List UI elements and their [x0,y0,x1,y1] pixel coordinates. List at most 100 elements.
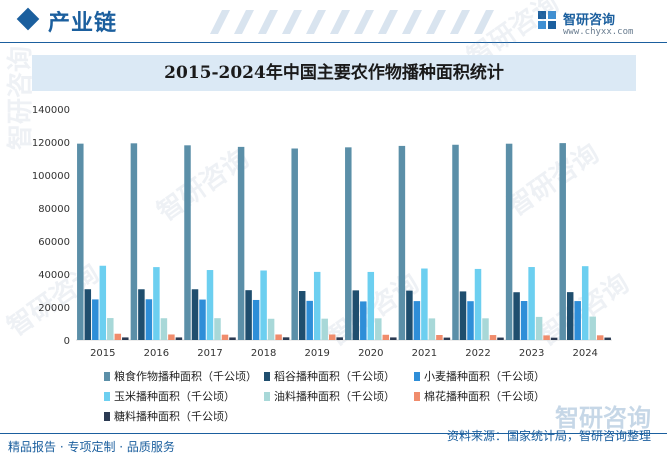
x-tick-label: 2020 [358,348,383,359]
bar [559,143,566,340]
legend-swatch [104,372,110,381]
bar [260,270,267,340]
legend-label: 油料播种面积（千公顷） [274,390,395,403]
bar [214,318,221,340]
bar [138,289,145,340]
bar [550,337,558,340]
legend-swatch [414,392,420,401]
legend-swatch [264,392,270,401]
legend-item: 糖料播种面积（千公顷） [104,408,235,426]
bar [267,318,275,340]
x-tick-label: 2024 [572,348,597,359]
bar [406,290,413,340]
legend-label: 粮食作物播种面积（千公顷） [114,370,257,383]
bar-chart: 0 20000 40000 60000 80000 100000 120000 140000 2… [32,105,612,359]
bar [367,271,375,340]
bar [275,334,282,340]
x-tick-label: 2015 [90,348,115,359]
bar [199,299,206,340]
bar [298,291,306,340]
bar [191,289,199,340]
bar [153,267,160,340]
bar [321,318,328,340]
bar [237,146,245,340]
bar [352,290,360,340]
bar [436,335,443,340]
stripes-decoration [210,10,494,34]
bar [245,290,252,340]
legend-swatch [104,392,110,401]
bar [336,337,343,340]
bar [390,337,397,340]
bar [459,291,467,340]
footer-brand-watermark: 智研咨询 [555,404,651,432]
y-tick-label: 80000 [38,204,70,215]
y-tick-label: 20000 [38,303,70,314]
bar [474,268,482,340]
bar [313,271,321,340]
legend-item: 粮食作物播种面积（千公顷） [104,368,257,386]
y-tick-label: 0 [64,336,70,347]
legend-item: 稻谷播种面积（千公顷） [264,368,395,386]
header-divider [0,42,667,43]
y-tick-label: 100000 [32,171,70,182]
bar [520,301,528,340]
header-title: 产业链 [48,11,118,36]
legend-item: 油料播种面积（千公顷） [264,388,395,406]
bar [221,334,229,340]
legend-label: 稻谷播种面积（千公顷） [274,370,395,383]
bar [596,335,604,340]
y-tick-label: 140000 [32,105,70,116]
bar [443,337,451,340]
bar [252,299,260,340]
x-tick-label: 2022 [465,348,490,359]
bar [345,147,352,340]
bar [92,299,99,340]
bar [291,148,298,340]
bar [528,267,535,340]
bar [505,143,513,340]
legend-label: 糖料播种面积（千公顷） [114,410,235,423]
bar [489,335,497,340]
bar [77,143,84,340]
y-tick-label: 60000 [38,237,70,248]
source-text: 资料来源：国家统计局，智研咨询整理 [446,429,651,443]
x-tick-label: 2017 [197,348,222,359]
bar [428,318,436,340]
diamond-icon [16,7,40,31]
bar [467,301,474,340]
bar [175,337,183,340]
bar [184,145,191,340]
logo-icon [538,11,556,29]
bar [581,266,589,340]
bar [107,318,114,340]
bar [566,292,574,340]
legend-label: 玉米播种面积（千公顷） [114,390,235,403]
bar [114,333,122,340]
bar [482,318,489,340]
logo-name: 智研咨询 [563,13,616,28]
bar [382,334,390,340]
x-tick-label: 2016 [144,348,169,359]
bar [543,335,550,340]
bar [282,337,290,340]
legend-swatch [264,372,270,381]
bar [130,143,138,340]
bar [168,334,175,340]
legend-swatch [414,372,420,381]
legend-item: 小麦播种面积（千公顷） [414,368,545,386]
x-tick-label: 2018 [251,348,276,359]
bar [306,300,313,340]
footer-slogan: 精品报告 · 专项定制 · 品质服务 [8,440,175,454]
bar [145,299,153,340]
bar [452,144,459,340]
bar [360,301,367,340]
bar [206,270,214,340]
bar [398,145,406,340]
x-tick-label: 2019 [304,348,329,359]
legend-swatch [104,412,110,421]
bar [84,289,92,340]
title-band: 2015-2024年中国主要农作物播种面积统计 [32,55,636,91]
bar [375,318,382,340]
bar [604,337,611,340]
